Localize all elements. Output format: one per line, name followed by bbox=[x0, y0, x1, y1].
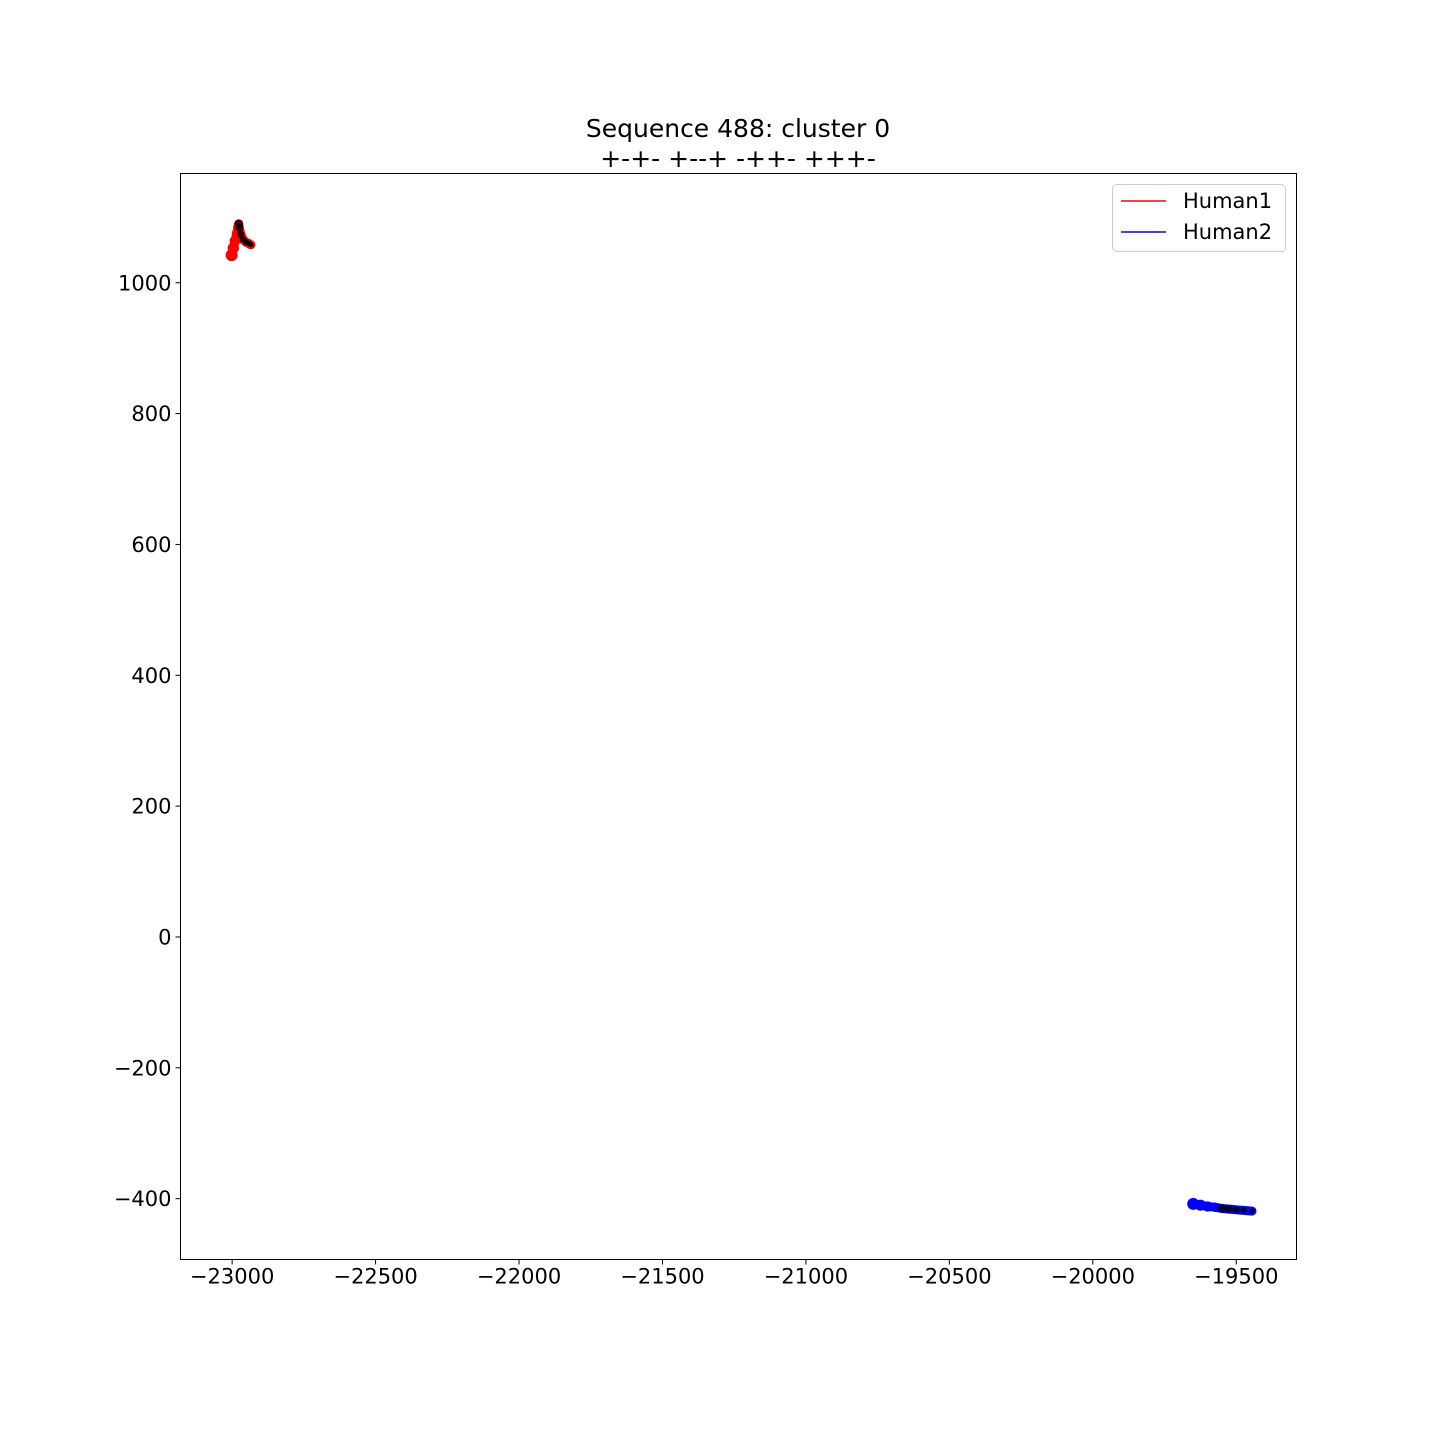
y-tick-label: 400 bbox=[131, 664, 171, 688]
series-layer bbox=[225, 219, 1257, 1216]
x-tick-label: −21000 bbox=[764, 1265, 848, 1289]
series-point-human2 bbox=[1225, 1205, 1233, 1213]
legend-label-human1: Human1 bbox=[1183, 189, 1272, 213]
series-point-human1 bbox=[235, 223, 244, 232]
series-point-human1 bbox=[248, 242, 254, 248]
x-tick-label: −19500 bbox=[1194, 1265, 1278, 1289]
series-point-human2 bbox=[1202, 1201, 1213, 1212]
series-point-human2 bbox=[1240, 1207, 1247, 1214]
chart-title: Sequence 488: cluster 0 bbox=[586, 114, 890, 143]
x-axis: −23000 −22500 −22000 −21500 −21000 −20500 −200… bbox=[190, 1259, 1278, 1289]
y-axis: −400 −200 0 200 400 600 800 1000 bbox=[114, 271, 181, 1211]
y-tick-label: −200 bbox=[114, 1056, 172, 1080]
y-tick-label: −400 bbox=[114, 1187, 172, 1211]
series-point-human2 bbox=[1217, 1204, 1227, 1213]
series-human1 bbox=[225, 219, 256, 262]
x-tick-label: −22000 bbox=[477, 1265, 561, 1289]
x-tick-label: −21500 bbox=[620, 1265, 704, 1289]
y-tick-label: 0 bbox=[158, 925, 171, 949]
plot-background bbox=[180, 173, 1297, 1260]
plot-area bbox=[180, 173, 1297, 1260]
y-tick-label: 800 bbox=[131, 402, 171, 426]
series-point-human2 bbox=[1210, 1202, 1220, 1212]
chart-subtitle: +-+- +--+ -++- +++- bbox=[600, 144, 876, 173]
series-point-human2 bbox=[1249, 1208, 1255, 1214]
x-tick-label: −23000 bbox=[190, 1265, 274, 1289]
y-tick-label: 200 bbox=[131, 795, 171, 819]
series-point-human2 bbox=[1232, 1206, 1240, 1214]
series-human2 bbox=[1187, 1197, 1257, 1216]
y-tick-label: 600 bbox=[131, 533, 171, 557]
plot-frame bbox=[180, 173, 1297, 1260]
y-tick-label: 1000 bbox=[118, 271, 171, 295]
x-tick-label: −20500 bbox=[907, 1265, 991, 1289]
legend-label-human2: Human2 bbox=[1183, 220, 1272, 244]
x-tick-label: −22500 bbox=[333, 1265, 417, 1289]
x-tick-label: −20000 bbox=[1051, 1265, 1135, 1289]
legend: Human1 Human2 bbox=[1112, 184, 1286, 252]
